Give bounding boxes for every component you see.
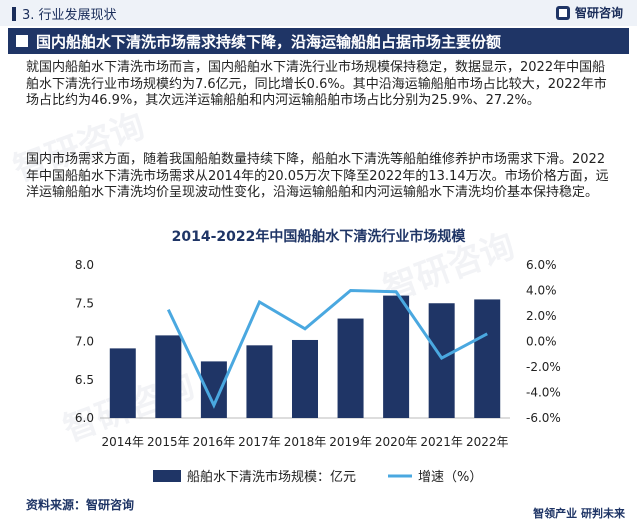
bar (474, 299, 501, 418)
y2-tick-label: 6.0% (526, 258, 557, 272)
y2-tick-label: 2.0% (526, 309, 557, 323)
y-tick-label: 6.0 (75, 411, 94, 425)
bar (428, 303, 455, 418)
y-tick-label: 6.5 (75, 373, 94, 387)
y2-tick-label: -4.0% (526, 386, 561, 400)
growth-rate-line (166, 288, 488, 409)
paragraph-market-demand: 国内市场需求方面，随着我国船舶数量持续下降，船舶水下清洗等船舶维修养护市场需求下… (26, 152, 609, 200)
x-tick-label: 2021年 (420, 435, 463, 449)
legend-line-label: 增速（%） (418, 470, 482, 485)
bar (246, 345, 273, 418)
chart-title: 2014-2022年中国船舶水下清洗行业市场规模 (171, 229, 466, 245)
paragraph-market-size: 就国内船舶水下清洗市场而言，国内船舶水下清洗行业市场规模保持稳定，数据显示，20… (26, 60, 607, 108)
y2-tick-label: -6.0% (526, 411, 561, 425)
x-tick-label: 2017年 (238, 435, 281, 449)
x-tick-label: 2022年 (466, 435, 509, 449)
section-title: 3. 行业发展现状 (22, 8, 117, 23)
banner-marker (16, 35, 28, 47)
banner-title: 国内船舶水下清洗市场需求持续下降，沿海运输船舶占据市场主要份额 (36, 32, 502, 51)
y2-tick-label: 0.0% (526, 335, 557, 349)
bar (383, 295, 410, 418)
brand-name: 智研咨询 (574, 6, 623, 20)
y-tick-label: 7.0 (75, 335, 94, 349)
bar (200, 361, 227, 418)
bar (292, 339, 318, 418)
section-label: 3. 行业发展现状 (12, 4, 117, 23)
legend-bar-swatch (153, 470, 181, 482)
x-tick-label: 2018年 (284, 435, 327, 449)
y2-tick-label: 4.0% (526, 284, 557, 298)
x-tick-label: 2020年 (375, 435, 418, 449)
footer-slogan: 智领产业 研判未来 (533, 507, 625, 520)
section-marker (12, 6, 16, 21)
top-bar: 3. 行业发展现状 智研咨询 (0, 0, 637, 26)
bar (337, 318, 364, 418)
x-tick-label: 2019年 (329, 435, 372, 449)
y2-tick-label: -2.0% (526, 360, 561, 374)
bar (109, 348, 136, 418)
x-tick-label: 2015年 (147, 435, 190, 449)
y-tick-label: 7.5 (75, 296, 94, 310)
y-tick-label: 8.0 (75, 258, 94, 272)
x-tick-label: 2016年 (193, 435, 236, 449)
legend-bar-label: 船舶水下清洗市场规模：亿元 (187, 469, 356, 485)
brand-logo-icon (555, 5, 570, 20)
bar (155, 335, 182, 418)
x-tick-label: 2014年 (102, 435, 145, 449)
section-banner: 国内船舶水下清洗市场需求持续下降，沿海运输船舶占据市场主要份额 (8, 28, 629, 54)
brand-logo: 智研咨询 (555, 4, 623, 21)
source-note: 资料来源：智研咨询 (26, 498, 135, 512)
